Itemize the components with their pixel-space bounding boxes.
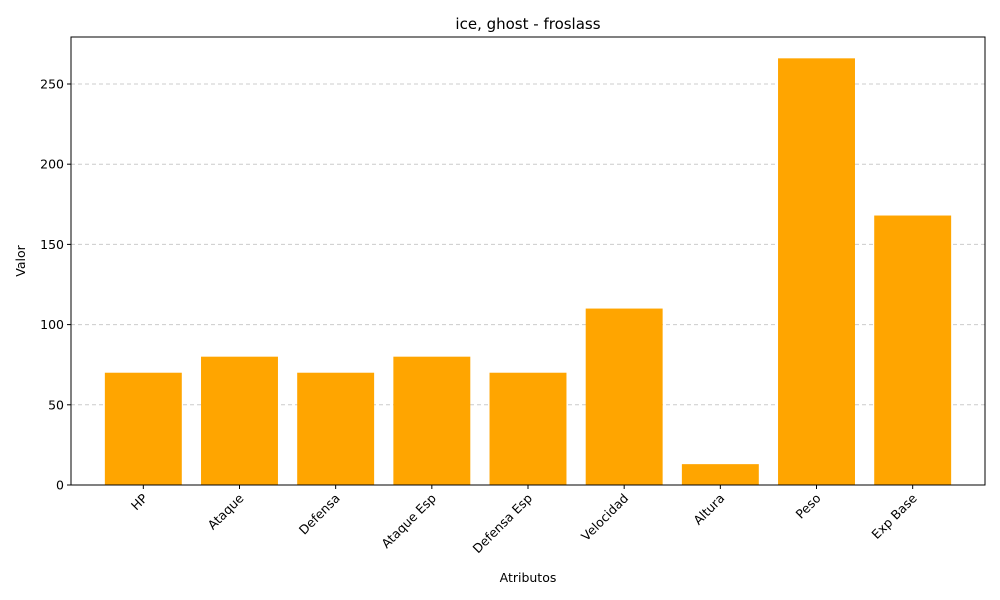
bar-ataque-esp — [393, 356, 471, 485]
y-tick-label: 250 — [40, 76, 64, 91]
y-tick-label: 100 — [40, 317, 64, 332]
y-tick-label: 150 — [40, 237, 64, 252]
x-axis-label: Atributos — [500, 570, 557, 585]
bar-defensa — [297, 372, 375, 485]
bars — [104, 58, 952, 486]
y-axis-label: Valor — [13, 244, 28, 276]
y-axis-ticks: 0 50 100 150 200 250 — [40, 76, 71, 493]
bar-velocidad — [585, 308, 663, 485]
y-tick-label: 200 — [40, 157, 64, 172]
bar-defensa-esp — [489, 372, 567, 485]
bar-altura — [681, 464, 759, 485]
bar-exp-base — [874, 215, 952, 486]
bar-hp — [104, 372, 182, 485]
y-tick-label: 0 — [56, 478, 64, 493]
bar-ataque — [201, 356, 278, 485]
bar-peso — [778, 58, 855, 485]
y-tick-label: 50 — [48, 397, 64, 412]
chart-title: ice, ghost - froslass — [455, 15, 600, 33]
